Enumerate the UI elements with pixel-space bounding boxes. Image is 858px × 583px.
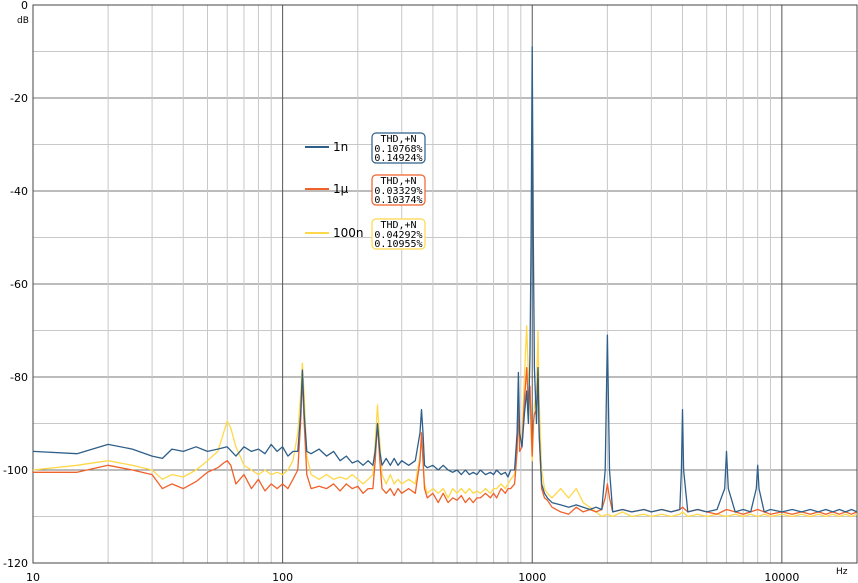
legend: 1nTHD,+N0.10768%0.14924%1μTHD,+N0.03329%… [305, 132, 426, 250]
thd-box [371, 174, 426, 206]
x-unit-label: Hz [836, 567, 848, 577]
thd-label: THD,+N [380, 220, 416, 231]
thd-label: THD,+N [380, 176, 416, 187]
y-unit-label: dB [17, 16, 29, 26]
x-tick-label: 10000 [764, 571, 799, 583]
thd-n-value: 0.14924% [374, 153, 422, 164]
thd-value: 0.03329% [374, 186, 422, 197]
series-line-1 [33, 367, 858, 515]
y-tick-label: -60 [10, 278, 28, 291]
y-tick-label: -20 [10, 92, 28, 105]
y-tick-label: -80 [10, 371, 28, 384]
thd-label: THD,+N [380, 134, 416, 145]
thd-n-value: 0.10955% [374, 239, 422, 250]
series-line-0 [32, 325, 858, 518]
x-tick-label: 100 [272, 571, 293, 583]
legend-series-name: 100n [333, 226, 364, 240]
x-tick-label: 1000 [518, 571, 546, 583]
legend-series-name: 1μ [333, 182, 349, 196]
x-tick-label: 10 [26, 571, 40, 583]
series-lines [32, 46, 858, 518]
series-line-2 [32, 46, 858, 513]
y-tick-label: -40 [10, 185, 28, 198]
plot-frame [32, 4, 858, 564]
thd-n-value: 0.10374% [374, 195, 422, 206]
y-tick-label: -100 [3, 464, 28, 477]
y-tick-label: 0 [21, 0, 28, 12]
thd-value: 0.10768% [374, 144, 422, 155]
thd-box [371, 132, 426, 164]
thd-box [371, 218, 426, 250]
legend-series-name: 1n [333, 140, 348, 154]
grid [32, 4, 858, 564]
thd-value: 0.04292% [374, 230, 422, 241]
y-tick-label: -120 [3, 557, 28, 570]
